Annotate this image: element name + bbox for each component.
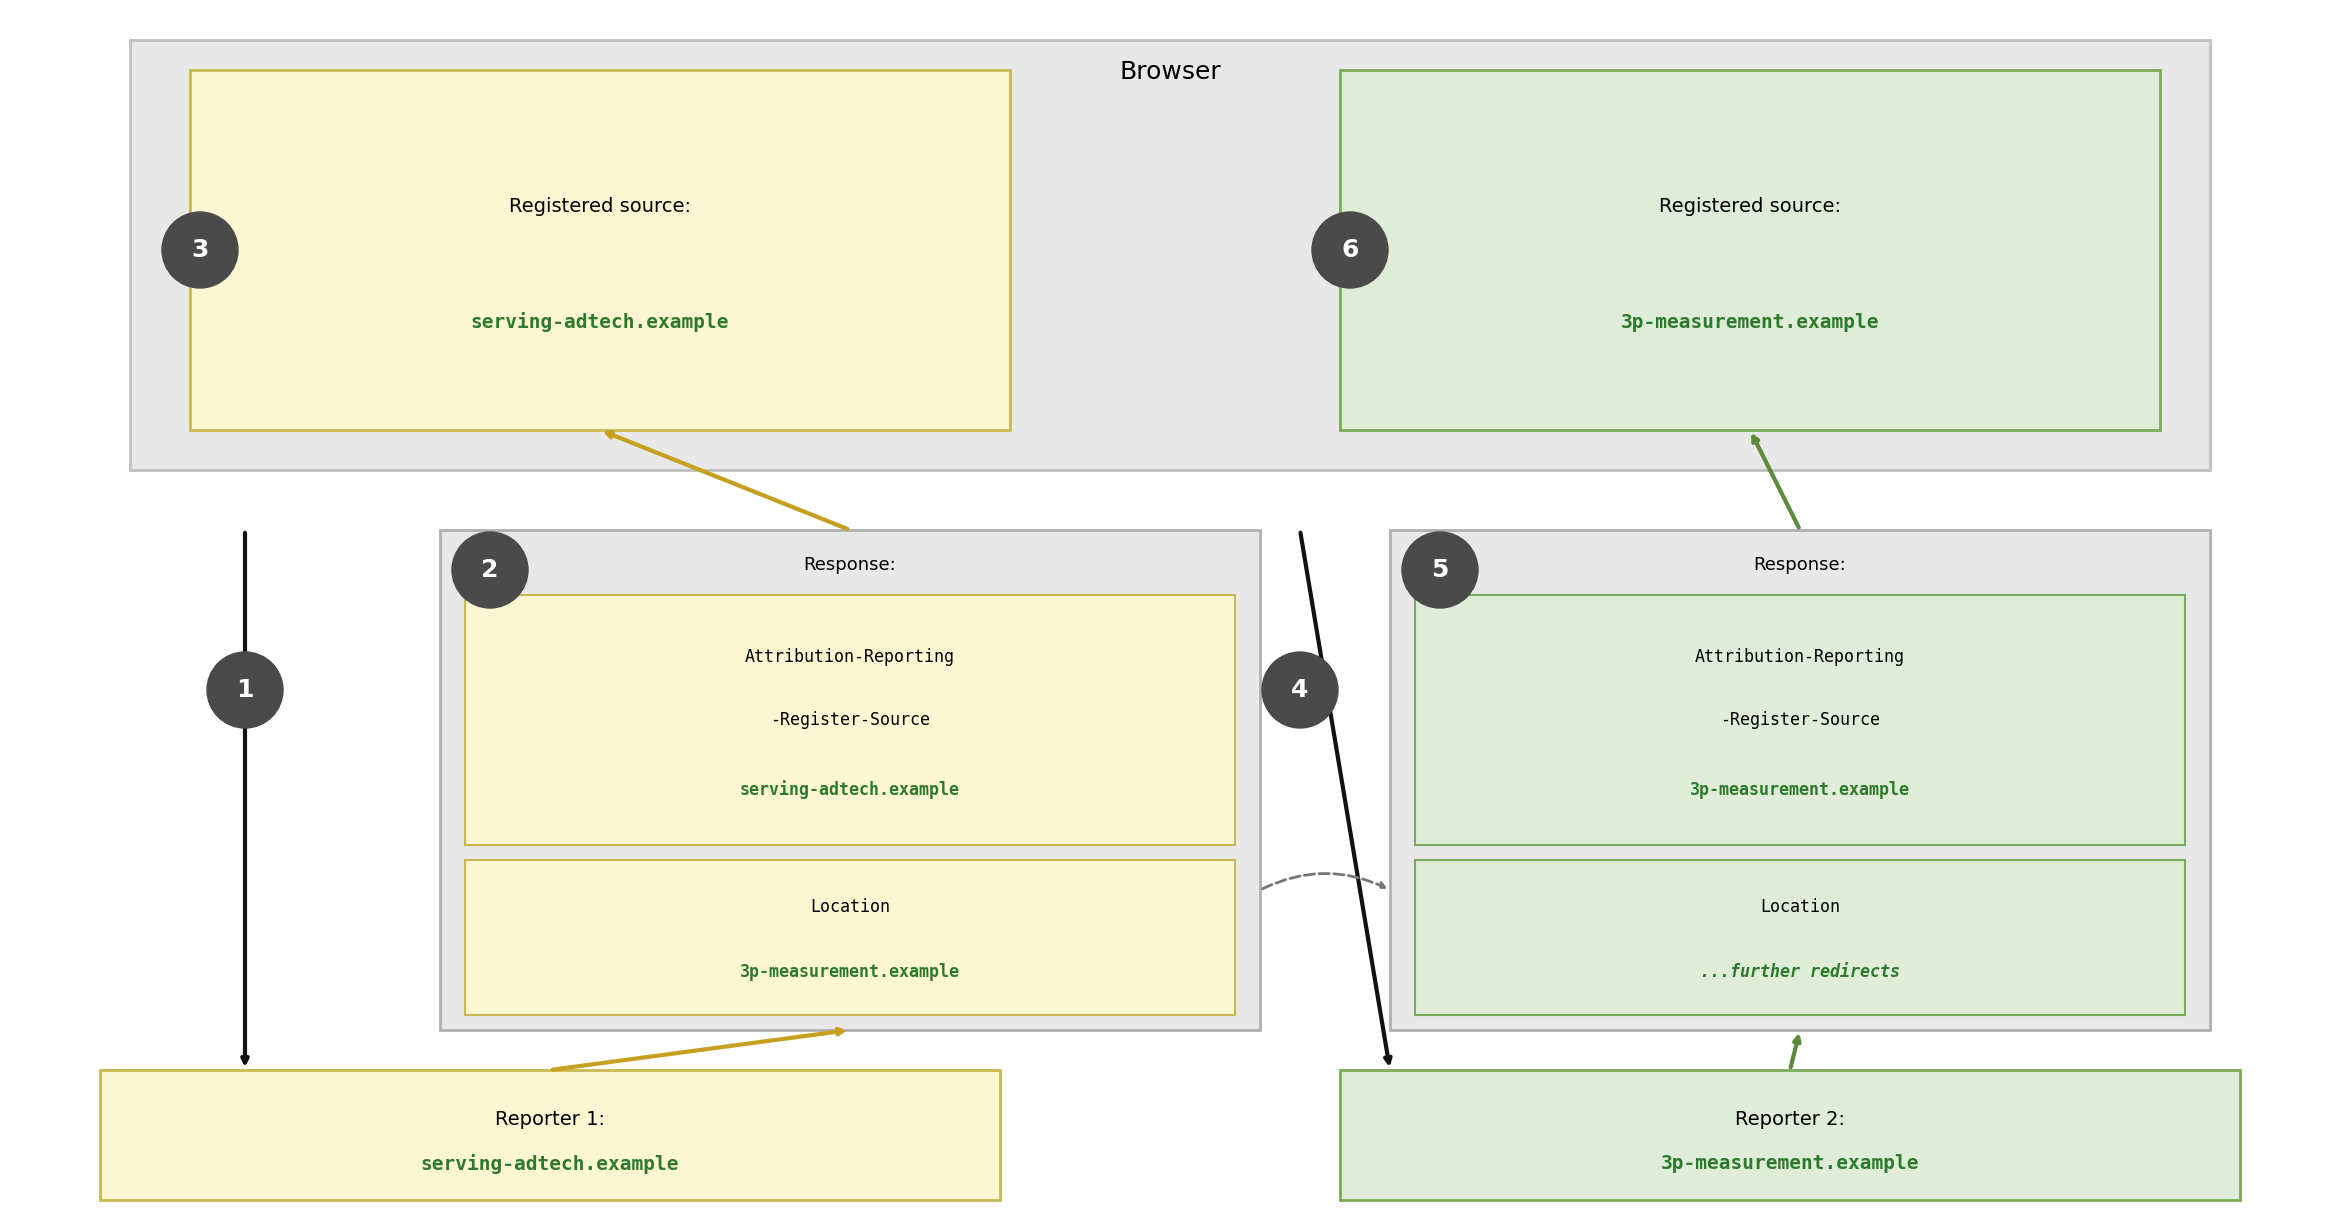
Text: 6: 6 — [1341, 238, 1359, 262]
Text: 1: 1 — [235, 678, 254, 701]
Text: 3p-measurement.example: 3p-measurement.example — [1691, 781, 1910, 799]
Text: Registered source:: Registered source: — [508, 198, 691, 216]
Text: serving-adtech.example: serving-adtech.example — [741, 781, 960, 799]
Bar — [1390, 529, 2211, 1030]
Bar — [101, 1070, 1000, 1200]
Bar — [1341, 70, 2159, 429]
Bar — [466, 860, 1235, 1015]
Text: -Register-Source: -Register-Source — [1719, 711, 1879, 730]
Text: 2: 2 — [482, 558, 499, 582]
Text: Attribution-Reporting: Attribution-Reporting — [746, 649, 955, 666]
Text: Attribution-Reporting: Attribution-Reporting — [1696, 649, 1905, 666]
Bar — [466, 595, 1235, 845]
Text: serving-adtech.example: serving-adtech.example — [421, 1154, 680, 1174]
Text: 3p-measurement.example: 3p-measurement.example — [1661, 1154, 1919, 1174]
Circle shape — [452, 532, 527, 608]
Circle shape — [1263, 651, 1338, 728]
Text: Response:: Response: — [804, 556, 896, 573]
Circle shape — [162, 212, 238, 288]
Bar — [191, 70, 1009, 429]
Text: Response:: Response: — [1755, 556, 1846, 573]
Text: Location: Location — [1759, 898, 1839, 915]
Bar — [1341, 1070, 2239, 1200]
Bar — [1416, 860, 2185, 1015]
Text: serving-adtech.example: serving-adtech.example — [470, 312, 729, 332]
Text: 3p-measurement.example: 3p-measurement.example — [741, 963, 960, 981]
Text: Reporter 2:: Reporter 2: — [1736, 1110, 1844, 1128]
Text: 3p-measurement.example: 3p-measurement.example — [1621, 312, 1879, 332]
Text: Location: Location — [809, 898, 889, 915]
Text: -Register-Source: -Register-Source — [769, 711, 929, 730]
Bar — [129, 40, 2211, 470]
Circle shape — [207, 651, 282, 728]
Text: 5: 5 — [1432, 558, 1449, 582]
Bar — [440, 529, 1261, 1030]
Text: 4: 4 — [1291, 678, 1308, 701]
Text: Browser: Browser — [1120, 60, 1221, 84]
Bar — [1416, 595, 2185, 845]
Text: Registered source:: Registered source: — [1658, 198, 1842, 216]
Text: Reporter 1:: Reporter 1: — [494, 1110, 604, 1128]
Circle shape — [1402, 532, 1477, 608]
Text: 3: 3 — [191, 238, 209, 262]
Text: ...further redirects: ...further redirects — [1700, 963, 1900, 981]
Circle shape — [1312, 212, 1388, 288]
